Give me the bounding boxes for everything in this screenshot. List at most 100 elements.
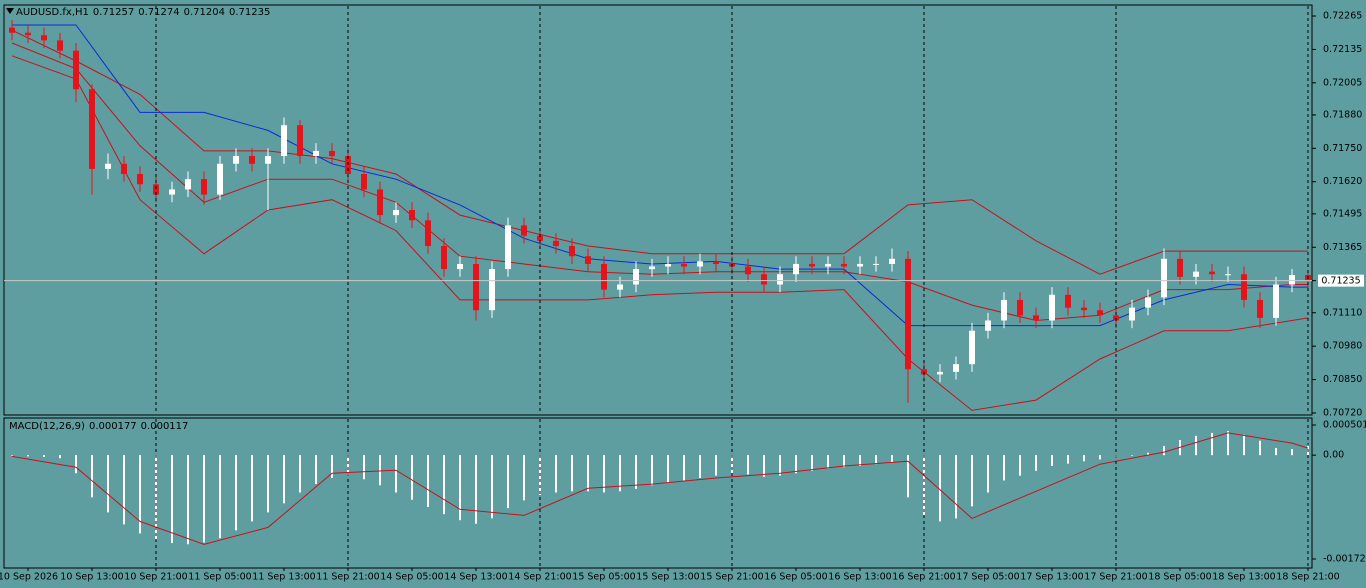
x-tick-label: 18 Sep 21:00 [1276,572,1339,583]
macd-bar [1259,440,1261,456]
macd-bar [619,455,621,492]
candle-body [457,263,463,270]
x-tick-label: 11 Sep 21:00 [316,572,379,583]
macd-title: MACD(12,26,9) [9,421,85,432]
main-header: AUDUSD.fx,H1 0.71257 0.71274 0.71204 0.71235 [6,7,274,18]
macd-bar [571,455,573,492]
candle-body [233,156,239,164]
candle-body [537,235,543,241]
candle-body [121,163,127,175]
y-tick-label: 0.72265 [1323,11,1362,22]
macd-bar [379,455,381,486]
x-tick-label: 14 Sep 05:00 [380,572,443,583]
y-tick-label: 0.72135 [1323,44,1362,55]
macd-bar [763,455,765,477]
macd-bar [603,455,605,493]
candle-body [489,269,495,311]
candle-body [1113,315,1119,321]
candle-body [153,184,159,195]
candle-body [569,245,575,257]
macd-bar [203,455,205,543]
macd-bar [1147,452,1149,456]
candle-body [617,284,623,290]
macd-readout: 0.000177 [88,421,137,432]
macd-bar [971,455,973,507]
signal-readout: 0.000117 [140,421,189,432]
macd-bar [1035,455,1037,471]
candle-body [777,274,783,285]
candle-body [1257,299,1263,318]
y-tick-label: -0.001725 [1323,554,1366,565]
candle-body [649,266,655,270]
macd-bar [811,455,813,471]
macd-header: MACD(12,26,9) 0.000177 0.000117 [9,421,192,432]
macd-bar [171,455,173,544]
macd-bar [491,455,493,519]
macd-bar [1243,434,1245,456]
x-tick-label: 10 Sep 2026 [0,572,58,583]
candle-body [793,263,799,275]
macd-bar [107,455,109,513]
candle-body [89,89,95,169]
macd-bar [11,455,13,456]
candle-body [1081,307,1087,311]
readout-open: 0.71257 [92,7,135,18]
candle-body [665,263,671,267]
candle-body [1177,258,1183,277]
y-tick-label: 0.71880 [1323,109,1362,120]
candle-body [377,189,383,216]
candle-body [73,50,79,90]
macd-bar [667,455,669,483]
macd-bar [251,455,253,522]
candle-body [1209,271,1215,275]
y-tick-label: 0.71620 [1323,176,1362,187]
macd-bar [283,455,285,504]
candle-body [1049,294,1055,321]
macd-bar [1131,455,1133,456]
candle-body [185,179,191,190]
macd-bar [731,455,733,474]
x-tick-label: 10 Sep 21:00 [124,572,187,583]
macd-bar [43,455,45,457]
macd-bar [683,455,685,481]
candle-body [425,220,431,246]
candle-body [9,27,15,33]
candle-body [105,163,111,169]
x-tick-label: 16 Sep 13:00 [828,572,891,583]
macd-bar [59,455,61,459]
candle-body [1017,299,1023,316]
candle-body [585,256,591,264]
macd-bar [523,455,525,501]
x-tick-label: 14 Sep 21:00 [508,572,571,583]
indicator-line [11,29,1308,275]
macd-bar [411,455,413,500]
x-tick-label: 17 Sep 13:00 [1020,572,1083,583]
macd-bar [1051,455,1053,466]
readout-low: 0.71204 [183,7,225,18]
candle-body [761,274,767,285]
symbol-title: AUDUSD.fx,H1 [16,7,89,18]
x-tick-label: 15 Sep 05:00 [572,572,635,583]
candle-body [137,174,143,185]
x-tick-label: 17 Sep 05:00 [956,572,1019,583]
candle-body [713,261,719,264]
candle-body [1145,297,1151,308]
x-tick-label: 15 Sep 13:00 [636,572,699,583]
indicator-line [11,432,1309,545]
candle-body [601,263,607,290]
y-tick-label: 0.72005 [1323,77,1362,88]
candle-body [873,263,879,265]
candle-body [921,369,927,375]
candle-body [1289,275,1295,285]
macd-bar [27,455,29,457]
macd-bar [555,455,557,493]
macd-bar [699,455,701,479]
candle-body [25,32,31,36]
candle-body [825,263,831,267]
candle-body [473,263,479,311]
candle-body [841,263,847,267]
macd-bar [779,455,781,476]
macd-bar [843,455,845,468]
macd-bar [795,455,797,474]
macd-bar [1291,449,1293,456]
